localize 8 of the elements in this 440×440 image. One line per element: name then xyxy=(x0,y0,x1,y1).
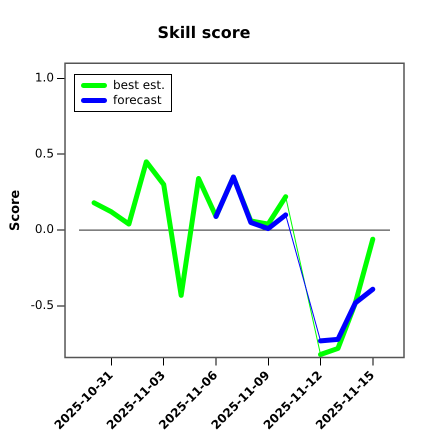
legend-label: best est. xyxy=(112,78,165,93)
y-tick-label: -0.5 xyxy=(30,298,54,312)
chart-title: Skill score xyxy=(158,22,251,42)
legend-label: forecast xyxy=(112,93,163,108)
y-axis-title: Score xyxy=(8,190,24,231)
y-tick-label: 0.0 xyxy=(34,222,54,236)
y-tick-label: 0.5 xyxy=(34,146,54,160)
y-tick-label: 1.0 xyxy=(34,70,54,84)
